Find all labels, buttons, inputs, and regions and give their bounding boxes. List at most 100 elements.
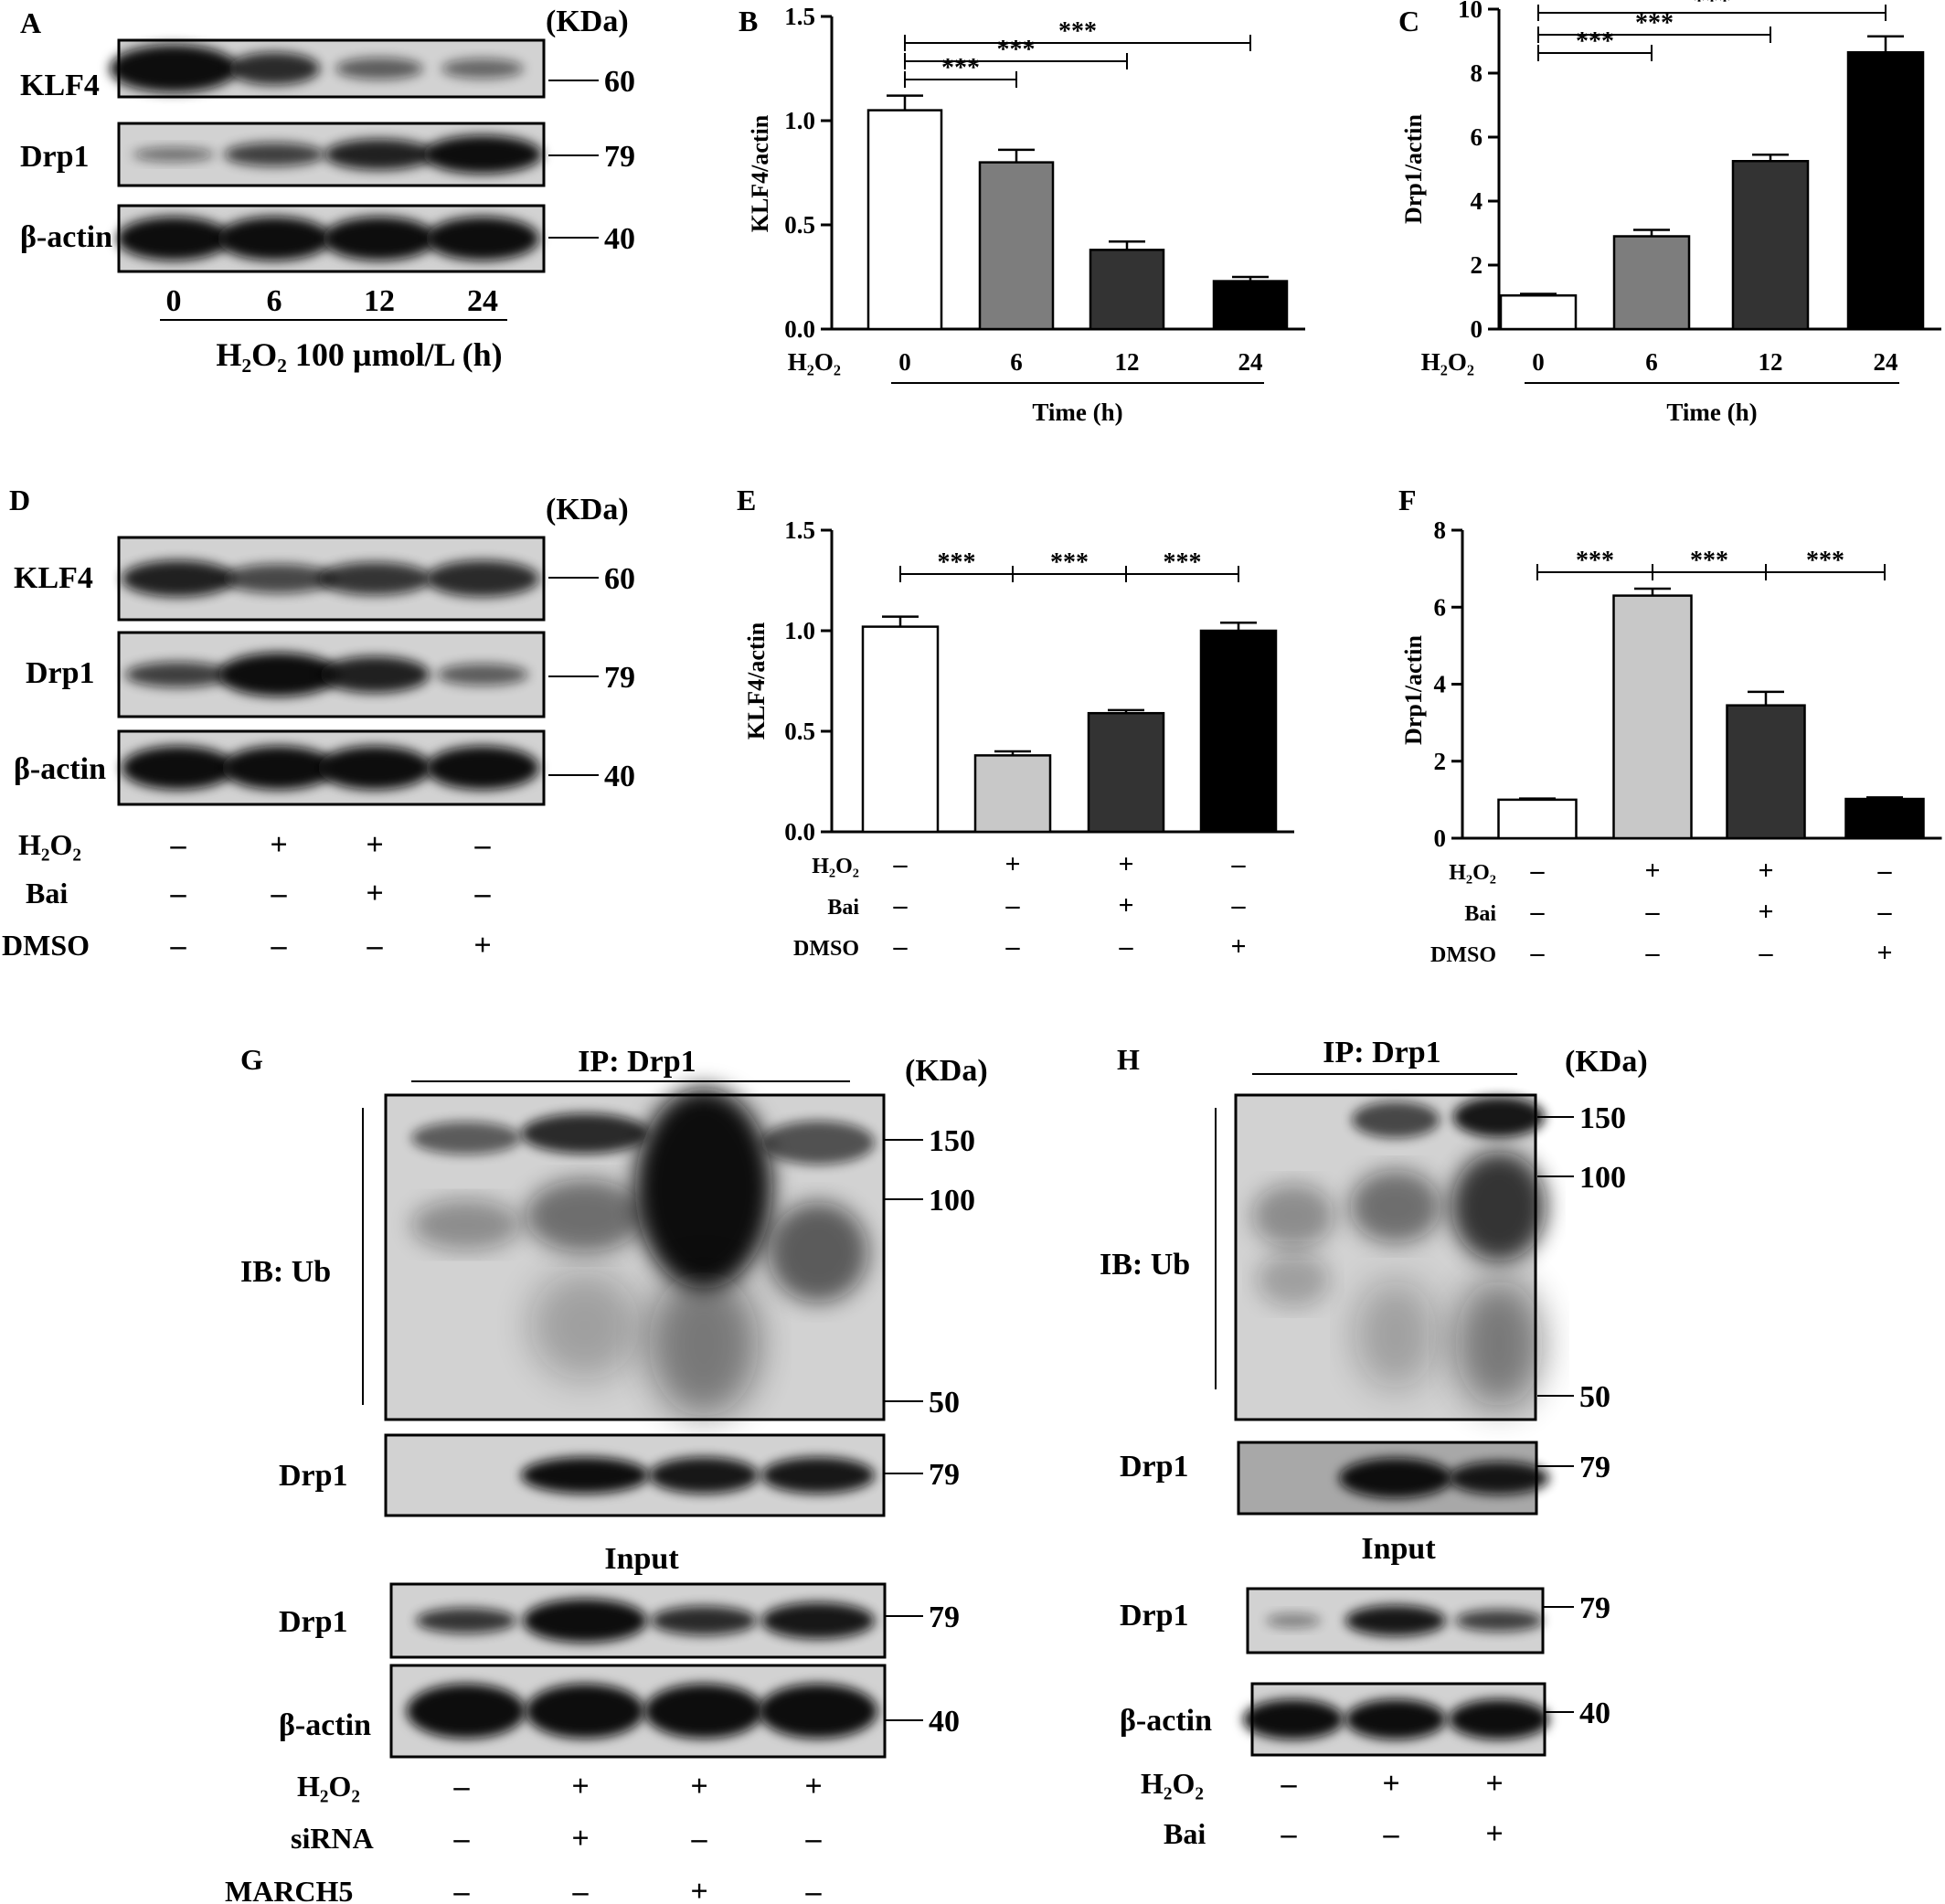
- sig-label: ***: [1050, 548, 1089, 577]
- bar: [1726, 704, 1806, 840]
- blot-a-klf4: [110, 38, 546, 99]
- lane-label-a: 24: [467, 284, 498, 318]
- bar: [866, 109, 943, 331]
- protein-band: [324, 139, 434, 170]
- bar: [1087, 711, 1165, 834]
- sign-h-bai: –: [1281, 1817, 1298, 1851]
- sign-h2o2: +: [1758, 856, 1773, 886]
- row-label-g-h2o2: H₂O₂: [297, 1770, 360, 1803]
- protein-band: [761, 1457, 875, 1494]
- y-axis-label: Drp1/actin: [1400, 114, 1427, 224]
- y-axis-label: Drp1/actin: [1400, 635, 1427, 745]
- label-d-drp1: Drp1: [26, 656, 95, 690]
- protein-band: [320, 656, 430, 693]
- sign-bai: +: [1758, 897, 1773, 927]
- protein-band: [407, 1684, 526, 1739]
- blot-g-ub: [384, 1088, 886, 1421]
- blot-frame: [117, 204, 546, 273]
- sign-d-h2o2: +: [366, 828, 383, 862]
- sign-g-sirna: –: [805, 1822, 823, 1856]
- sign-g-march5: –: [453, 1875, 471, 1904]
- sign-h-bai: +: [1485, 1817, 1503, 1851]
- row-label-g-sirna: siRNA: [291, 1822, 374, 1855]
- panel-letter-c: C: [1398, 5, 1419, 37]
- sign-d-h2o2: –: [474, 828, 492, 862]
- sign-bai: –: [1645, 897, 1661, 927]
- protein-band: [1243, 1699, 1344, 1739]
- sig-label: ***: [1693, 0, 1731, 16]
- y-tick-label: 0.0: [784, 818, 815, 846]
- blot-frame: [384, 1433, 886, 1517]
- sign-d-dmso: –: [170, 929, 187, 963]
- blot-d-drp1: [117, 631, 546, 718]
- label-a-klf4: KLF4: [20, 69, 100, 102]
- row-label-h2o2: H₂O₂: [788, 348, 841, 376]
- panel-letter-b: B: [739, 5, 758, 37]
- y-tick-label: 1.5: [784, 516, 815, 544]
- y-tick-label: 6: [1471, 123, 1483, 151]
- y-tick-label: 1.0: [784, 617, 815, 644]
- sign-g-h2o2: –: [453, 1770, 471, 1803]
- marker-g-150: 150: [929, 1124, 975, 1158]
- sign-dmso: –: [1530, 938, 1546, 968]
- a-xlabel: H₂O₂ 100 µmol/L (h): [216, 336, 502, 373]
- y-tick-label: 0.5: [784, 211, 815, 239]
- marker-d-40: 40: [604, 760, 635, 793]
- row-label-h2o2: H₂O₂: [812, 855, 859, 878]
- chart-e: 0.0 0.5 1.0 1.5 *** *** *** KLF4/actin E H₂O₂ – + + –…: [737, 484, 1294, 962]
- sign-h-h2o2: –: [1281, 1767, 1298, 1801]
- label-g-bactin: β-actin: [279, 1708, 371, 1742]
- protein-band: [1352, 1101, 1440, 1138]
- protein-band: [1350, 1170, 1441, 1243]
- sign-dmso: –: [1759, 938, 1774, 968]
- y-tick-label: 0.5: [784, 718, 815, 745]
- sig-label: ***: [1576, 27, 1614, 56]
- sign-d-bai: +: [366, 877, 383, 910]
- sign-d-h2o2: –: [170, 828, 187, 862]
- row-label-h2o2: H₂O₂: [1421, 348, 1474, 376]
- y-tick-label: 2: [1471, 251, 1483, 279]
- marker-d-60: 60: [604, 562, 635, 596]
- y-tick-label: 0.0: [784, 315, 815, 343]
- sign-bai: –: [1877, 897, 1893, 927]
- protein-band: [1453, 1097, 1545, 1137]
- chart-f: 0 2 4 6 8 *** *** *** Drp1/actin F H₂O₂ – + + – Bai – – + –…: [1398, 484, 1942, 968]
- sign-d-h2o2: +: [270, 828, 287, 862]
- protein-band: [1266, 1613, 1321, 1628]
- category-label: 12: [1759, 348, 1783, 376]
- protein-band: [110, 45, 238, 92]
- marker-h-40: 40: [1579, 1697, 1610, 1730]
- protein-band: [1339, 1458, 1452, 1498]
- blot-frame: [389, 1664, 887, 1759]
- h-ip-label: IP: Drp1: [1323, 1036, 1440, 1069]
- sign-bai: –: [1005, 890, 1021, 920]
- protein-band: [530, 1271, 640, 1380]
- panel-letter-e: E: [737, 484, 756, 516]
- chart-b: 0.0 0.5 1.0 1.5 *** *** *** KLF4/actin B 0 6 12 24 H₂…: [739, 3, 1305, 426]
- protein-band: [318, 562, 431, 595]
- bar: [1497, 798, 1578, 840]
- protein-band: [1355, 1280, 1437, 1389]
- protein-band: [1455, 1280, 1543, 1408]
- sig-label: ***: [1806, 547, 1844, 575]
- sign-d-bai: –: [170, 877, 187, 910]
- blot-g-bactin: [389, 1664, 887, 1759]
- bar: [1731, 160, 1810, 331]
- protein-band: [521, 1113, 649, 1154]
- protein-band: [411, 1199, 521, 1250]
- y-tick-label: 8: [1471, 59, 1483, 87]
- marker-d-79: 79: [604, 661, 635, 695]
- kda-a: (KDa): [546, 5, 629, 38]
- sign-dmso: –: [1005, 931, 1021, 962]
- sig-label: ***: [941, 54, 980, 82]
- sign-h2o2: –: [893, 849, 909, 879]
- sign-g-h2o2: +: [804, 1770, 822, 1803]
- blot-frame: [1250, 1682, 1546, 1757]
- y-axis-label: KLF4/actin: [747, 114, 773, 232]
- protein-band: [218, 217, 331, 261]
- blot-g-drp1: [384, 1433, 886, 1517]
- protein-band: [426, 746, 539, 790]
- protein-band: [761, 1121, 875, 1165]
- marker-h-50: 50: [1579, 1380, 1610, 1414]
